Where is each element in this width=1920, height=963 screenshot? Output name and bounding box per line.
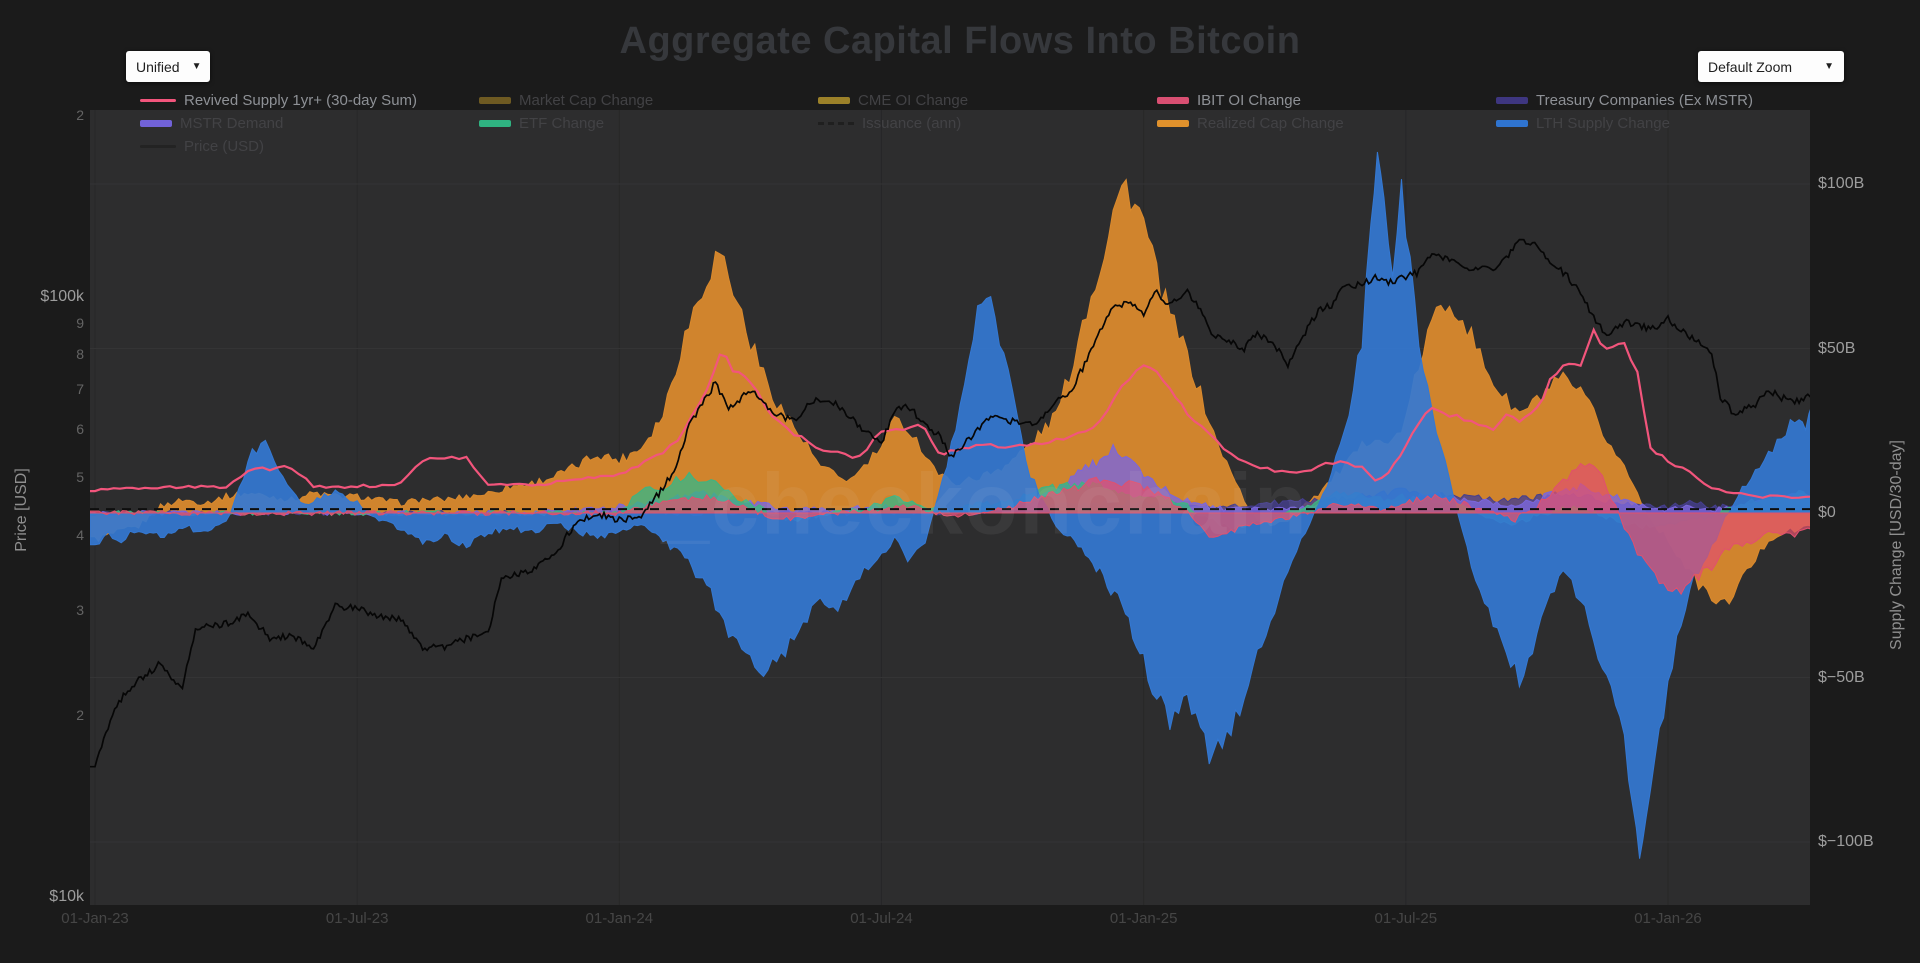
legend-label: Market Cap Change [519,91,654,109]
y-right-tick-0B: $0 [1818,504,1836,521]
x-tick-01-Jan-24: 01-Jan-24 [585,910,654,927]
legend-item-price-usd[interactable]: Price (USD) [140,136,264,156]
legend-label: ETF Change [519,114,605,132]
chevron-down-icon: ▼ [191,61,202,72]
x-tick-01-Jan-23: 01-Jan-23 [61,910,129,927]
legend-label: Price (USD) [184,137,265,155]
x-tick-01-Jul-25: 01-Jul-25 [1374,910,1438,927]
legend-label: LTH Supply Change [1536,114,1670,132]
y-left-tick-80k: 8 [76,346,84,363]
lth-supply-change-swatch-icon [1496,119,1528,127]
zoom-preset-dropdown[interactable]: Default Zoom ▼ [1698,51,1844,82]
legend-item-revived-supply-1yr-30-day-sum[interactable]: Revived Supply 1yr+ (30-day Sum) [140,90,417,110]
y-left-tick-60k: 6 [76,421,84,438]
legend-item-lth-supply-change[interactable]: LTH Supply Change [1496,113,1670,133]
price-usd-swatch-icon [140,144,176,148]
legend-item-ibit-oi-change[interactable]: IBIT OI Change [1157,90,1301,110]
legend-item-mstr-demand[interactable]: MSTR Demand [140,113,283,133]
cme-oi-change-swatch-icon [818,96,850,104]
etf-change-swatch-icon [479,119,511,127]
series-price-usd- [90,238,1810,768]
legend-label: Treasury Companies (Ex MSTR) [1536,91,1753,109]
legend-item-realized-cap-change[interactable]: Realized Cap Change [1157,113,1344,133]
treasury-companies-ex-mstr-swatch-icon [1496,96,1528,104]
market-cap-change-swatch-icon [479,96,511,104]
x-tick-01-Jul-24: 01-Jul-24 [850,910,913,927]
legend-label: CME OI Change [858,91,969,109]
y-left-tick-10k: $10k [49,888,84,905]
right-axis-title: Supply Change [USD/30-day] [1888,440,1905,650]
y-left-tick-90k: 9 [76,315,84,332]
y-left-tick-20k: 2 [76,707,84,724]
ibit-oi-change-swatch-icon [1157,96,1189,104]
series-ibit-oi-change [90,462,1810,596]
y-right-tick--100B: $−100B [1818,833,1874,850]
revived-supply-1yr-30-day-sum-swatch-icon [140,98,176,102]
legend-label: Realized Cap Change [1197,114,1344,132]
view-mode-dropdown-label: Unified [136,58,180,75]
legend-label: Revived Supply 1yr+ (30-day Sum) [184,91,418,109]
x-tick-01-Jan-26: 01-Jan-26 [1634,910,1702,927]
issuance-ann-swatch-icon [818,121,854,125]
legend-item-market-cap-change[interactable]: Market Cap Change [479,90,653,110]
x-tick-01-Jul-23: 01-Jul-23 [325,910,389,927]
y-left-tick-30k: 3 [76,601,84,618]
y-left-tick-200k: 2 [76,107,84,124]
y-left-tick-100k: $100k [40,288,84,305]
legend-item-treasury-companies-ex-mstr[interactable]: Treasury Companies (Ex MSTR) [1496,90,1753,110]
y-left-tick-70k: 7 [76,380,84,397]
page-title: Aggregate Capital Flows Into Bitcoin [619,20,1301,62]
y-right-tick--50B: $−50B [1818,668,1865,686]
chevron-down-icon: ▼ [1824,61,1834,72]
zoom-preset-dropdown-label: Default Zoom [1708,58,1793,75]
y-left-tick-40k: 4 [76,526,84,543]
mstr-demand-swatch-icon [140,119,172,127]
legend-label: MSTR Demand [180,114,284,132]
legend-item-cme-oi-change[interactable]: CME OI Change [818,90,968,110]
legend-label: Issuance (ann) [862,114,962,132]
x-tick-01-Jan-25: 01-Jan-25 [1109,910,1178,927]
realized-cap-change-swatch-icon [1157,119,1189,127]
y-right-tick-50B: $50B [1818,339,1856,357]
legend-label: IBIT OI Change [1197,91,1301,109]
legend-item-etf-change[interactable]: ETF Change [479,113,604,133]
series-revived-supply-1yr-30-day-sum- [90,326,1810,500]
legend-item-issuance-ann[interactable]: Issuance (ann) [818,113,961,133]
view-mode-dropdown[interactable]: Unified ▼ [126,51,210,82]
y-right-tick-100B: $100B [1818,175,1865,192]
y-left-tick-50k: 5 [76,468,84,485]
